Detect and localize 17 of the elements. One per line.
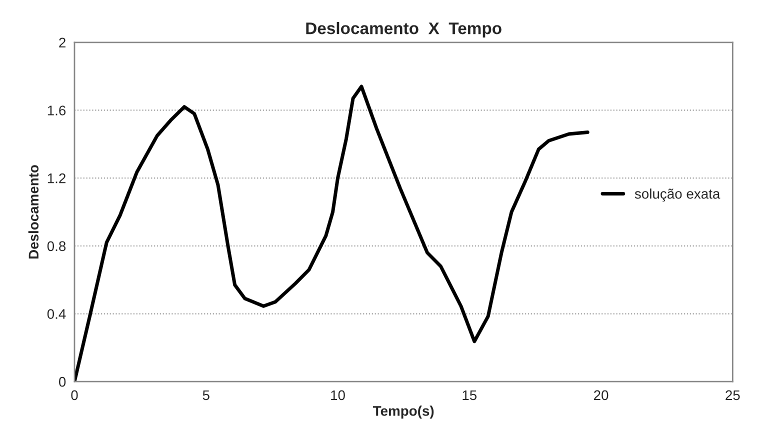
y-tick-label: 2 xyxy=(59,38,66,48)
x-tick-label: 10 xyxy=(331,390,345,400)
x-axis-title: Tempo(s) xyxy=(373,406,434,419)
y-axis-title: Deslocamento xyxy=(28,165,39,259)
x-tick-label: 0 xyxy=(71,390,78,400)
line-series xyxy=(74,84,590,382)
y-tick-label: 1.2 xyxy=(48,173,66,184)
chart-title: Deslocamento X Tempo xyxy=(306,22,502,38)
y-tick-label: 1.6 xyxy=(48,106,66,116)
x-tick-label: 15 xyxy=(462,390,477,400)
y-tick-label: 0 xyxy=(58,376,66,387)
x-tick-label: 25 xyxy=(726,390,740,400)
legend-label: solução exata xyxy=(634,188,720,202)
x-tick-label: 20 xyxy=(594,390,608,400)
x-tick-label: 5 xyxy=(202,390,210,400)
y-tick-label: 0.8 xyxy=(47,241,66,252)
y-tick-label: 0.4 xyxy=(47,309,66,319)
